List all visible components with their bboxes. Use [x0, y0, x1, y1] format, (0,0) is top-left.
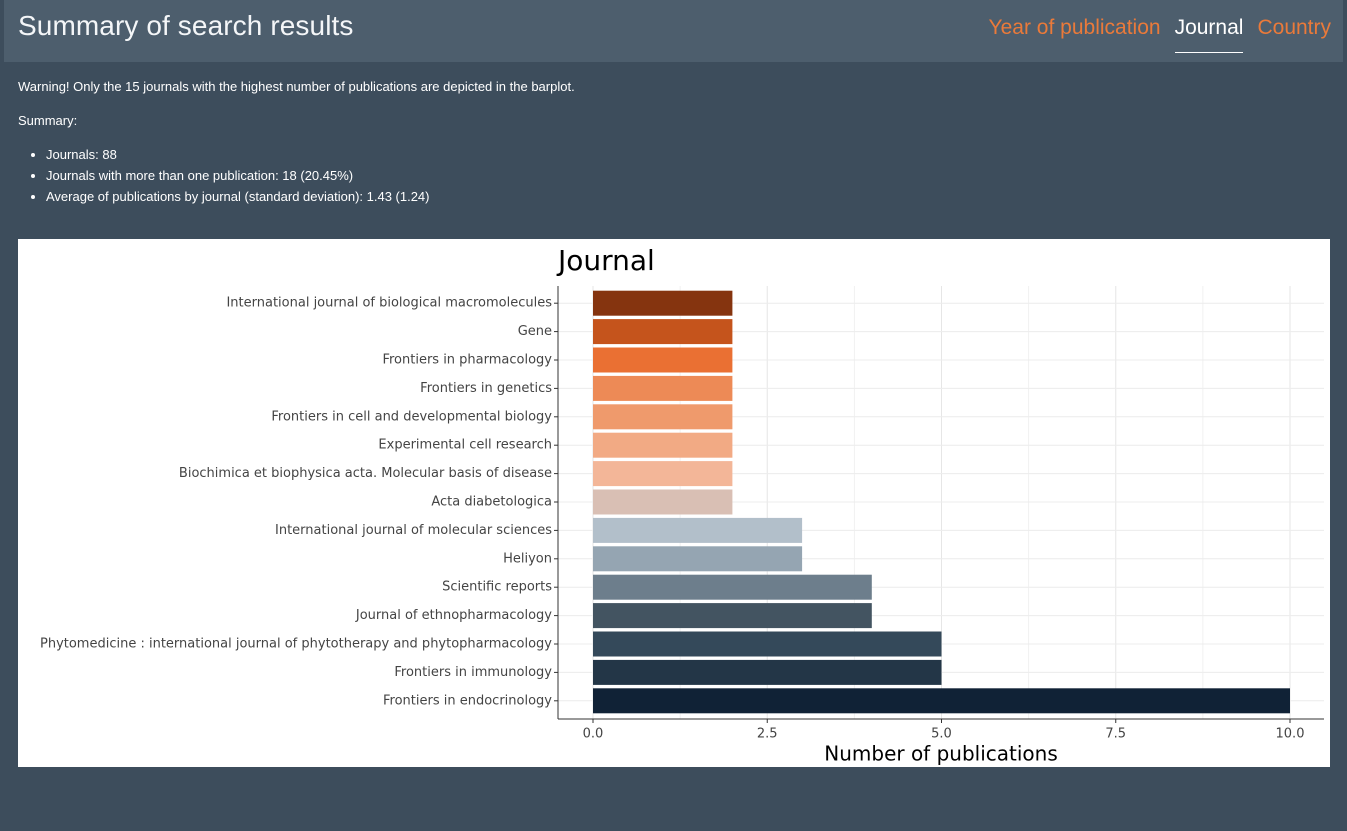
journal-barplot: International journal of biological macr… — [18, 239, 1330, 767]
y-tick-label: Biochimica et biophysica acta. Molecular… — [179, 466, 552, 481]
y-tick-label: Gene — [518, 324, 552, 339]
y-tick-label: Heliyon — [503, 551, 552, 566]
tab-year-of-publication[interactable]: Year of publication — [988, 16, 1161, 39]
bar[interactable] — [593, 517, 803, 543]
bar[interactable] — [593, 319, 733, 345]
page-title: Summary of search results — [18, 10, 354, 41]
bar[interactable] — [593, 603, 872, 629]
y-tick-label: Frontiers in immunology — [394, 665, 552, 680]
tab-bar: Year of publication Journal Country — [989, 16, 1331, 53]
x-tick-label: 0.0 — [583, 727, 604, 742]
summary-item-average: Average of publications by journal (stan… — [46, 189, 1330, 205]
y-tick-label: Acta diabetologica — [431, 495, 552, 510]
bar[interactable] — [593, 688, 1290, 714]
bar[interactable] — [593, 489, 733, 515]
summary-item-journals: Journals: 88 — [46, 147, 1330, 163]
bars — [593, 290, 1290, 714]
bar[interactable] — [593, 461, 733, 487]
barplot-svg: International journal of biological macr… — [40, 244, 1324, 766]
summary-list: Journals: 88 Journals with more than one… — [18, 147, 1330, 205]
y-tick-label: International journal of biological macr… — [226, 296, 552, 311]
y-tick-label: Frontiers in endocrinology — [383, 693, 552, 708]
chart-title: Journal — [556, 244, 655, 277]
bar[interactable] — [593, 574, 872, 600]
bar[interactable] — [593, 631, 942, 657]
bar[interactable] — [593, 404, 733, 430]
x-tick-label: 5.0 — [931, 727, 952, 742]
bar[interactable] — [593, 432, 733, 458]
x-tick-label: 2.5 — [757, 727, 778, 742]
bar[interactable] — [593, 659, 942, 685]
x-tick-label: 10.0 — [1276, 727, 1305, 742]
axes: International journal of biological macr… — [40, 286, 1324, 742]
summary-section: Warning! Only the 15 journals with the h… — [18, 79, 1330, 210]
x-axis-label: Number of publications — [824, 742, 1058, 766]
x-tick-label: 7.5 — [1105, 727, 1126, 742]
bar[interactable] — [593, 347, 733, 373]
bar[interactable] — [593, 290, 733, 316]
tab-country[interactable]: Country — [1257, 16, 1331, 39]
bar[interactable] — [593, 375, 733, 401]
summary-item-multi-publication: Journals with more than one publication:… — [46, 168, 1330, 184]
tab-journal[interactable]: Journal — [1174, 16, 1244, 53]
summary-label: Summary: — [18, 113, 78, 128]
y-tick-label: Experimental cell research — [378, 438, 552, 453]
y-tick-label: Frontiers in cell and developmental biol… — [271, 409, 552, 424]
warning-text: Warning! Only the 15 journals with the h… — [18, 79, 575, 94]
y-tick-label: Frontiers in genetics — [420, 381, 552, 396]
header-bar: Summary of search results Year of public… — [4, 0, 1343, 62]
bar[interactable] — [593, 546, 803, 572]
y-tick-label: Phytomedicine : international journal of… — [40, 637, 552, 652]
y-tick-label: Scientific reports — [442, 580, 552, 595]
y-tick-label: Journal of ethnopharmacology — [355, 608, 552, 623]
y-tick-label: Frontiers in pharmacology — [382, 353, 552, 368]
y-tick-label: International journal of molecular scien… — [275, 523, 552, 538]
